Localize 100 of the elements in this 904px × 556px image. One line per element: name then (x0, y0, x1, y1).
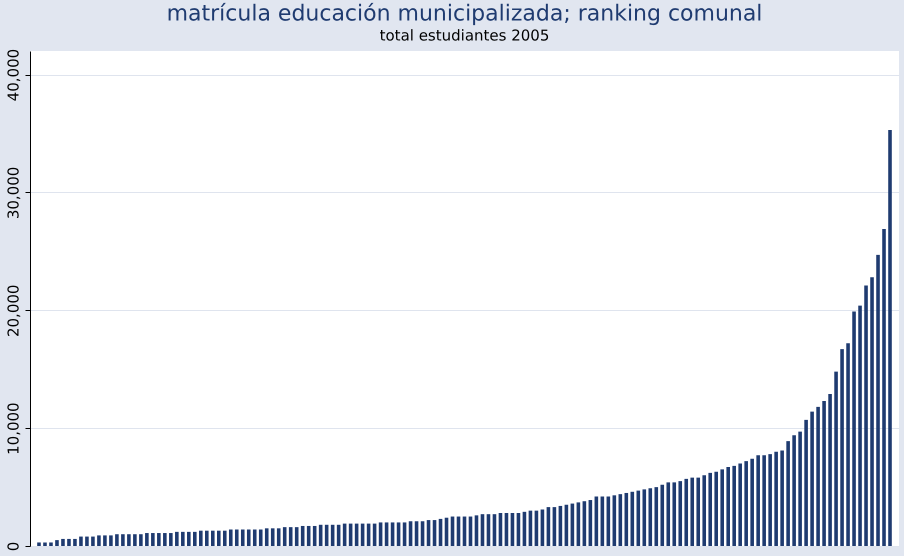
bar (264, 528, 269, 546)
bar (300, 526, 304, 546)
bar (354, 524, 358, 546)
bar (540, 509, 544, 546)
bar (822, 401, 826, 546)
bar (570, 504, 574, 546)
bar (312, 526, 316, 546)
bar (456, 516, 460, 546)
bar (49, 542, 53, 546)
bar (720, 469, 724, 546)
bar (234, 530, 239, 546)
bar (534, 510, 538, 546)
bar (115, 534, 119, 546)
bar (588, 500, 592, 546)
bar (834, 372, 838, 546)
bar (330, 524, 334, 546)
bar (246, 530, 251, 546)
bar (612, 495, 616, 546)
bar (606, 496, 610, 546)
bar (624, 492, 628, 546)
bar (696, 478, 700, 546)
y-tick-label: 0 (4, 542, 22, 552)
y-tick-label: 40,000 (4, 48, 22, 102)
bar (864, 286, 868, 546)
bar (702, 475, 706, 546)
bar (240, 530, 245, 546)
y-tick-label: 20,000 (4, 284, 22, 338)
bar (882, 228, 886, 546)
bar (205, 530, 209, 546)
bar (187, 532, 191, 546)
bar (127, 534, 131, 546)
bar (888, 130, 892, 546)
bar (306, 526, 310, 546)
bar (792, 435, 796, 546)
bar (852, 311, 856, 546)
bar (774, 452, 778, 546)
bar (163, 533, 167, 546)
bar (480, 514, 484, 546)
bar (840, 349, 844, 546)
bar (133, 534, 137, 546)
bar (324, 524, 328, 546)
bar (684, 478, 688, 546)
bar (360, 524, 364, 546)
bar (750, 458, 754, 546)
bar (402, 522, 406, 546)
bar (288, 527, 292, 546)
bar (157, 533, 161, 546)
bar (504, 513, 508, 546)
bar (552, 507, 556, 546)
bar (450, 516, 454, 546)
bar (708, 472, 712, 546)
bar (594, 496, 598, 546)
bar (384, 522, 388, 546)
bar (672, 482, 676, 546)
bar (79, 536, 83, 546)
bar (654, 487, 658, 546)
bar (426, 520, 430, 546)
bar (804, 420, 808, 546)
bar (396, 522, 400, 546)
bar (660, 484, 664, 546)
bar (690, 478, 694, 546)
bar (276, 528, 281, 546)
bar (462, 516, 466, 546)
chart-subtitle: total estudiantes 2005 (380, 26, 550, 44)
bar (169, 533, 173, 546)
bar (210, 530, 215, 546)
bar (876, 254, 880, 546)
bar (43, 542, 47, 546)
bar (414, 521, 418, 546)
bar (756, 455, 760, 546)
bar (181, 532, 185, 546)
bar (468, 516, 472, 546)
bar (37, 542, 41, 546)
chart-title: matrícula educación municipalizada; ranking comunal (166, 1, 762, 26)
bar (145, 533, 149, 546)
bar (600, 496, 604, 546)
bar (576, 502, 580, 546)
bar (151, 533, 155, 546)
bar (216, 530, 221, 546)
bar (558, 506, 562, 546)
bar (270, 528, 275, 546)
bar (175, 532, 179, 546)
bar (642, 489, 646, 546)
bar (109, 535, 113, 546)
bar (846, 343, 850, 546)
bar (648, 488, 652, 546)
bar (636, 490, 640, 546)
bar (139, 534, 143, 546)
bar (870, 277, 874, 546)
bar (408, 521, 412, 546)
bar (336, 524, 340, 546)
bar (798, 432, 802, 546)
bar (498, 513, 502, 546)
bar (762, 455, 766, 546)
bar (618, 494, 622, 546)
bar (85, 536, 89, 546)
bar (510, 513, 514, 546)
bar (564, 504, 568, 546)
bar (828, 394, 832, 546)
bar (522, 512, 526, 546)
